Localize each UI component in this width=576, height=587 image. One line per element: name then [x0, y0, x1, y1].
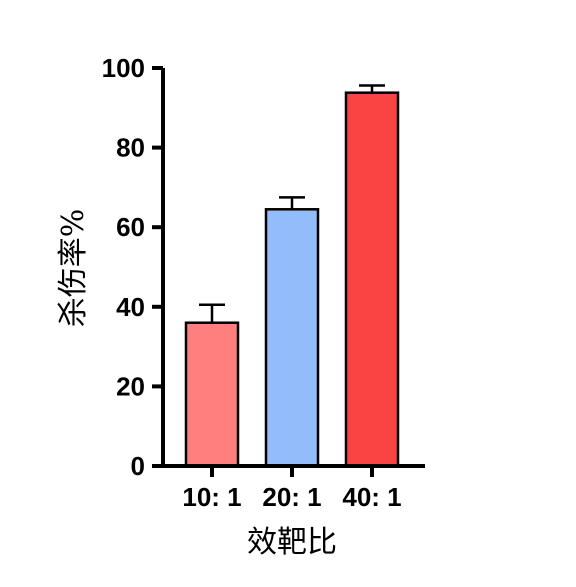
x-axis-title: 效靶比 [247, 525, 337, 560]
x-tick-label: 40: 1 [342, 482, 401, 512]
y-tick-label: 60 [116, 212, 145, 242]
bar [264, 208, 320, 468]
bar [344, 91, 400, 468]
y-tick-label: 0 [131, 451, 145, 481]
y-axis-title: 杀伤率% [56, 209, 91, 328]
y-tick-label: 100 [102, 53, 145, 83]
x-tick-label: 20: 1 [262, 482, 321, 512]
y-axis: 0 20 40 60 80 100 [102, 53, 165, 481]
bars-group [184, 84, 400, 468]
y-tick-label: 20 [116, 371, 145, 401]
y-tick-label: 80 [116, 133, 145, 163]
y-tick-label: 40 [116, 292, 145, 322]
bar [184, 321, 240, 468]
x-axis: 10: 1 20: 1 40: 1 [161, 464, 425, 512]
x-tick-label: 10: 1 [182, 482, 241, 512]
